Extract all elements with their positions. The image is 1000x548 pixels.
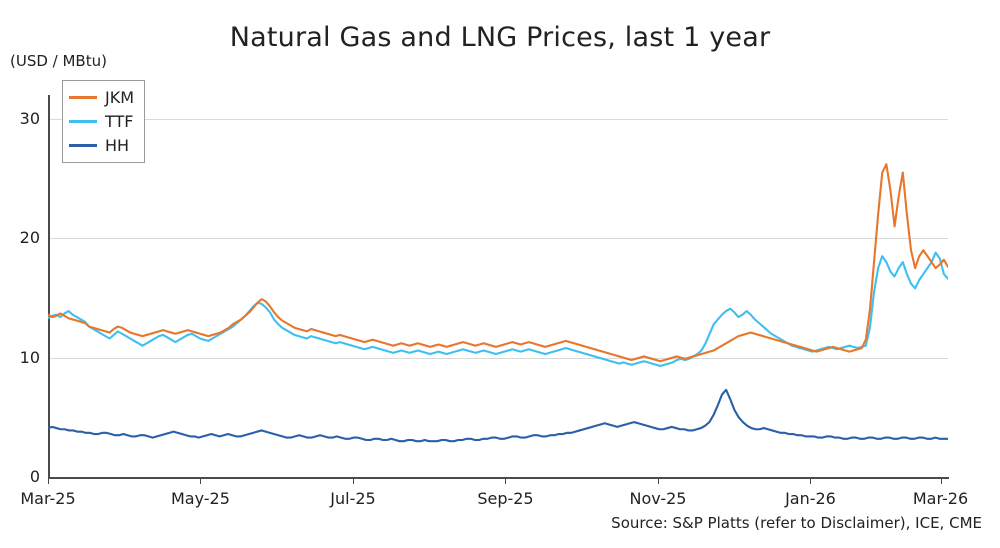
y-axis-line	[48, 95, 50, 478]
x-axis-line	[48, 477, 949, 479]
legend-item-ttf[interactable]: TTF	[69, 109, 134, 133]
x-tick-label: May-25	[170, 489, 230, 508]
legend-swatch-hh	[69, 143, 97, 147]
gridline	[48, 118, 948, 120]
x-tick	[200, 478, 202, 484]
legend-item-jkm[interactable]: JKM	[69, 85, 134, 109]
y-tick-label: 30	[19, 108, 40, 128]
legend-label-ttf: TTF	[105, 111, 134, 131]
gridline	[48, 238, 948, 240]
legend-label-jkm: JKM	[105, 87, 135, 107]
chart-title: Natural Gas and LNG Prices, last 1 year	[229, 22, 771, 53]
x-tick-label: Sep-25	[477, 489, 534, 508]
series-line-jkm	[48, 163, 948, 363]
y-tick-label: 0	[29, 467, 40, 486]
y-tick-label: 10	[19, 347, 40, 367]
y-axis-unit-label: (USD / MBtu)	[10, 52, 107, 70]
x-tick-label: Jan-26	[785, 489, 836, 508]
legend: JKM TTF HH	[62, 80, 146, 163]
x-tick	[940, 478, 942, 484]
x-tick-label: Jul-25	[330, 489, 376, 508]
source-note: Source: S&P Platts (refer to Disclaimer)…	[611, 514, 982, 532]
y-tick-label: 20	[19, 228, 40, 248]
x-tick	[353, 478, 354, 484]
legend-swatch-jkm	[69, 95, 97, 99]
legend-swatch-ttf	[69, 119, 97, 123]
x-tick	[505, 478, 507, 484]
series-line-hh	[48, 388, 948, 443]
legend-label-hh: HH	[105, 135, 130, 155]
x-tick-label: Mar-26	[912, 489, 969, 508]
x-tick-label: Nov-25	[629, 489, 687, 508]
series-paths	[48, 163, 948, 443]
x-tick	[810, 478, 812, 484]
series-line-ttf	[48, 251, 948, 368]
legend-item-hh[interactable]: HH	[69, 133, 134, 157]
x-tick-label: Mar-25	[20, 489, 76, 508]
x-tick	[658, 478, 660, 484]
plot-area	[48, 95, 948, 477]
gridline	[48, 357, 948, 359]
x-tick	[48, 478, 49, 484]
